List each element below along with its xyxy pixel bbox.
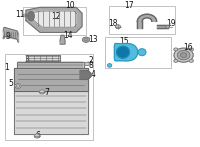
Circle shape [39,90,45,94]
Circle shape [189,48,193,51]
Polygon shape [26,7,82,32]
Text: 8: 8 [89,61,93,70]
Text: 18: 18 [108,19,118,28]
Circle shape [177,50,190,60]
Circle shape [85,62,89,66]
Text: 9: 9 [5,31,10,41]
Polygon shape [60,35,65,44]
Text: 5: 5 [9,79,13,88]
Text: 6: 6 [36,131,40,140]
Circle shape [115,25,121,29]
Text: 3: 3 [25,55,29,64]
Text: 15: 15 [120,37,129,46]
Polygon shape [17,62,84,68]
Text: 1: 1 [5,63,9,72]
Ellipse shape [107,64,112,67]
Text: 7: 7 [45,88,49,97]
Polygon shape [14,68,88,91]
Bar [105,37,171,68]
Text: 14: 14 [63,31,72,40]
Text: 10: 10 [65,1,74,10]
Ellipse shape [28,11,35,21]
Text: 4: 4 [91,70,95,80]
Text: 17: 17 [124,1,133,10]
Circle shape [180,53,187,57]
Polygon shape [14,91,88,134]
Text: 11: 11 [15,10,24,19]
Circle shape [174,48,178,51]
Circle shape [15,84,21,88]
Polygon shape [117,46,129,58]
Polygon shape [33,11,77,27]
Text: 13: 13 [88,35,98,44]
Text: 12: 12 [51,12,60,21]
Circle shape [34,134,40,138]
Polygon shape [137,14,157,21]
Circle shape [174,48,193,62]
Polygon shape [80,71,91,79]
Ellipse shape [138,49,146,56]
Bar [23,7,86,35]
Circle shape [174,59,178,62]
Text: 2: 2 [89,56,93,65]
Polygon shape [114,44,138,61]
Circle shape [82,37,90,42]
Text: 19: 19 [166,19,176,28]
Polygon shape [26,55,60,61]
Bar [5,54,93,140]
Text: 16: 16 [183,43,193,52]
Circle shape [189,59,193,62]
Circle shape [166,25,170,28]
Bar [109,6,175,34]
